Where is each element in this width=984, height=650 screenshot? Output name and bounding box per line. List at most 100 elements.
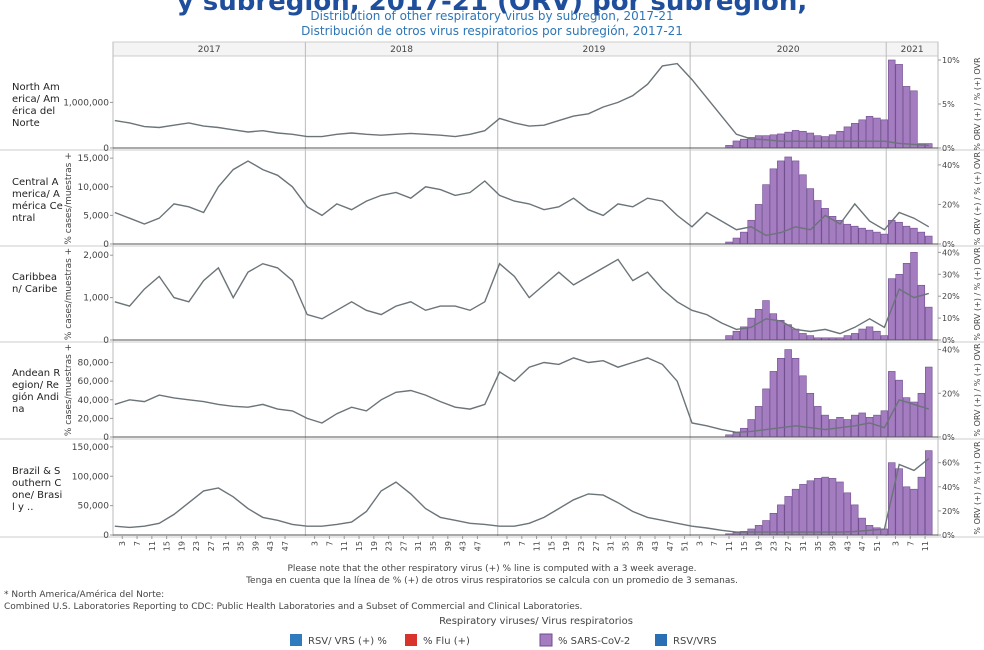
x-tick-label: 27 [784,541,793,551]
y-tick-label: 0 [103,433,109,443]
y-tick-label: 1,000,000 [63,98,109,108]
sars-bar [902,486,911,536]
sars-bar [762,520,770,536]
x-tick-label: 39 [829,541,838,551]
sars-bar [895,221,903,245]
sars-bar [806,480,815,536]
legend-swatch [405,634,417,646]
sars-bar [791,328,800,341]
x-tick-label: 43 [843,541,852,551]
y-tick-label: 150,000 [72,443,109,453]
y2-axis-title: % ORV (+) / % (+) OVR [973,247,982,341]
cases-line [114,357,930,434]
y2-tick-label: 0% [942,433,955,442]
sars-bar [880,119,889,149]
sars-bar [754,204,763,245]
column-header: 2019 [582,45,605,55]
x-tick-label: 11 [533,541,542,551]
sars-bar [754,525,763,536]
x-tick-label: 27 [399,541,408,551]
y2-tick-label: 0% [942,531,955,540]
sars-bar [806,392,815,438]
x-tick-label: 11 [725,541,734,551]
sars-bar [754,135,763,149]
column-header: 2017 [198,45,221,55]
y2-axis-title: % ORV (+) / % (+) OVR [973,441,982,535]
x-tick-label: 31 [222,541,231,551]
sars-bar [747,419,755,438]
sars-bar [843,492,852,536]
x-tick-label: 11 [340,541,349,551]
y-tick-label: 1,000 [83,294,109,304]
x-tick-label: 51 [873,541,882,551]
sars-bar [843,335,852,341]
sars-bar [925,450,933,536]
sars-bar [791,160,800,245]
x-tick-label: 3 [311,541,320,546]
column-header: 2018 [390,45,413,55]
sars-bar [814,406,822,438]
y2-tick-label: 40% [942,161,960,170]
sars-bar [725,335,733,341]
sars-bar [784,349,792,438]
legend-label: % Flu (+) [423,636,470,647]
x-tick-label: 31 [799,541,808,551]
row-label: Central America/ América Central [12,176,63,224]
sars-bar [873,330,881,341]
y2-tick-label: 30% [942,270,960,279]
sars-bar [888,59,896,149]
row-label: Andean Region/ Región Andina [12,368,61,415]
y2-tick-label: 40% [942,248,960,257]
y-tick-label: 10,000 [78,183,110,193]
sars-bar [747,317,755,341]
row-label: North America/ América del Norte [12,82,60,129]
x-tick-label: 35 [814,541,823,551]
x-tick-label: 35 [429,541,438,551]
sars-bar [821,136,829,149]
sars-bar [858,517,866,536]
y-axis-title: % cases/muestras + [64,152,74,244]
cases-line [114,62,929,146]
sars-bar [836,481,844,536]
y-tick-label: 80,000 [78,359,110,369]
sars-bar [902,225,911,245]
sars-bar [910,227,918,245]
x-tick-label: 39 [251,541,260,551]
y-tick-label: 100,000 [72,472,109,482]
sars-bar [917,476,926,536]
y-tick-label: 0 [103,144,109,154]
cases-line [114,160,930,237]
sars-bar [865,116,874,149]
legend-title: Respiratory viruses/ Virus respiratorios [439,616,633,627]
sars-bar [821,414,829,438]
sars-bar [814,478,822,536]
y2-tick-label: 0% [942,144,955,153]
sars-bar [791,488,800,536]
y-tick-label: 2,000 [83,251,109,261]
row-label: Caribbean/ Caribe [12,272,58,295]
x-tick-label: 35 [621,541,630,551]
sars-bar [895,379,903,438]
legend-label: RSV/VRS [673,636,717,647]
sars-bar [910,401,918,438]
sars-bar [732,237,741,245]
sars-bar [888,371,896,438]
sars-bar [784,131,792,149]
x-tick-label: 15 [163,541,172,551]
x-tick-label: 39 [444,541,453,551]
x-tick-label: 7 [325,541,334,546]
sars-bar [799,375,807,438]
legend-swatch [290,634,302,646]
x-tick-label: 19 [562,541,571,551]
x-tick-label: 3 [503,541,512,546]
x-tick-label: 43 [266,541,275,551]
column-header: 2020 [777,45,800,55]
x-tick-label: 31 [414,541,423,551]
sars-bar [851,333,859,341]
column-header: 2021 [901,45,924,55]
sars-bar [925,306,933,341]
y2-tick-label: 40% [942,346,960,355]
x-tick-label: 3 [695,541,704,546]
sars-bar [873,117,881,149]
